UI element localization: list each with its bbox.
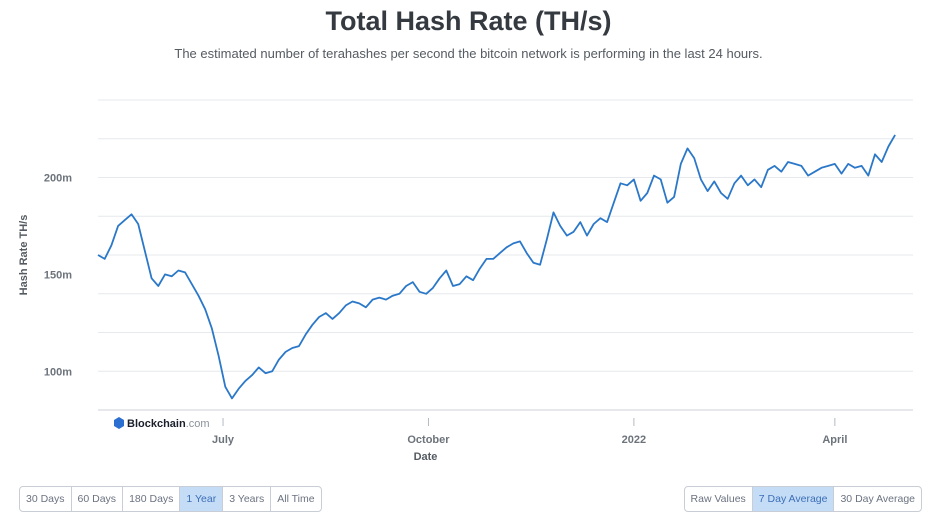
blockchain-logo: Blockchain.com [114, 417, 210, 430]
logo-text: Blockchain.com [127, 418, 210, 430]
hash-rate-series-line [97, 134, 896, 400]
range-180-days-button[interactable]: 180 Days [123, 487, 181, 511]
range-30-days-button[interactable]: 30 Days [20, 487, 72, 511]
mode-7-day-average-button[interactable]: 7 Day Average [752, 487, 835, 511]
blockchain-cube-icon [114, 417, 124, 429]
range-1-year-button[interactable]: 1 Year [180, 487, 224, 511]
x-tick-label: October [407, 434, 450, 446]
y-tick-label: 200m [44, 173, 72, 185]
time-range-selector: 30 Days 60 Days 180 Days 1 Year 3 Years All T… [19, 486, 322, 512]
y-tick-label: 150m [44, 269, 72, 281]
y-axis-title: Hash Rate TH/s [18, 215, 30, 296]
x-tick-label: 2022 [622, 434, 646, 446]
y-tick-label: 100m [44, 366, 72, 378]
x-tick-label: April [822, 434, 847, 446]
chart-subtitle: The estimated number of terahashes per s… [174, 46, 763, 61]
x-axis-title: Date [414, 451, 438, 463]
mode-raw-values-button[interactable]: Raw Values [685, 487, 753, 511]
range-3-years-button[interactable]: 3 Years [223, 487, 272, 511]
mode-30-day-average-button[interactable]: 30 Day Average [840, 493, 915, 505]
range-60-days-button[interactable]: 60 Days [72, 487, 124, 511]
x-tick-label: July [212, 434, 235, 446]
value-mode-selector: Raw Values 7 Day Average 30 Day Average [683, 486, 922, 512]
range-all-time-button[interactable]: All Time [277, 493, 315, 505]
chart-title: Total Hash Rate (TH/s) [325, 6, 612, 36]
